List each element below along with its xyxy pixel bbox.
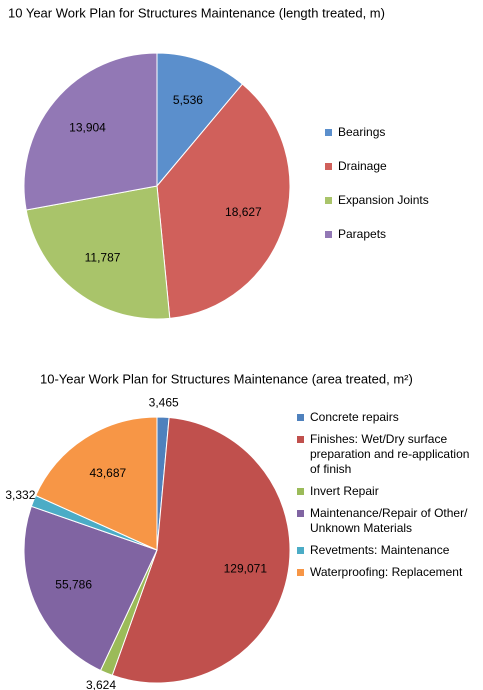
- legend-item: Waterproofing: Replacement: [297, 565, 477, 580]
- legend-swatch: [325, 129, 332, 136]
- pie-slice: [23, 505, 158, 672]
- legend-label: Parapets: [338, 227, 387, 241]
- pie-slice: [156, 52, 244, 188]
- legend-label: Expansion Joints: [338, 193, 429, 207]
- data-label: 3,624: [86, 678, 116, 690]
- legend-label: Invert Repair: [310, 484, 379, 498]
- pie-slice: [25, 185, 171, 320]
- legend-item: Revetments: Maintenance: [297, 543, 477, 558]
- data-label: 43,687: [90, 466, 127, 480]
- legend-swatch: [297, 414, 304, 421]
- legend-swatch: [297, 547, 304, 554]
- legend-swatch: [297, 436, 304, 443]
- legend-item: Maintenance/Repair of Other/ Unknown Mat…: [297, 506, 477, 536]
- pie-slice: [23, 52, 158, 211]
- data-label: 18,627: [225, 205, 262, 219]
- legend-label: Drainage: [338, 159, 387, 173]
- legend-swatch: [297, 488, 304, 495]
- legend-swatch: [325, 231, 332, 238]
- legend: Bearings Drainage Expansion Joints Parapets: [325, 125, 475, 261]
- data-label: 5,536: [173, 93, 203, 107]
- legend-item: Expansion Joints: [325, 193, 475, 208]
- legend-item: Bearings: [325, 125, 475, 140]
- data-label: 3,332: [5, 488, 35, 502]
- data-label: 13,904: [69, 120, 106, 134]
- legend-label: Revetments: Maintenance: [310, 543, 450, 557]
- legend-label: Finishes: Wet/Dry surface preparation an…: [310, 432, 470, 476]
- legend-label: Bearings: [338, 125, 386, 139]
- legend-item: Invert Repair: [297, 484, 477, 499]
- legend-label: Concrete repairs: [310, 410, 399, 424]
- legend-item: Concrete repairs: [297, 410, 477, 425]
- data-label: 11,787: [85, 250, 121, 264]
- chart-title: 10-Year Work Plan for Structures Mainten…: [40, 371, 413, 386]
- pie-slice: [156, 83, 291, 319]
- legend-swatch: [297, 569, 304, 576]
- legend-item: Drainage: [325, 159, 475, 174]
- pie-slice: [35, 416, 158, 551]
- data-label: 55,786: [55, 577, 92, 591]
- legend-swatch: [325, 197, 332, 204]
- chart-title: 10 Year Work Plan for Structures Mainten…: [8, 5, 385, 20]
- data-label: 129,071: [224, 562, 268, 576]
- data-label: 3,465: [149, 395, 179, 409]
- pie-slice: [111, 417, 291, 684]
- legend: Concrete repairs Finishes: Wet/Dry surfac…: [297, 410, 477, 587]
- legend-label: Maintenance/Repair of Other/ Unknown Mat…: [310, 506, 468, 535]
- legend-swatch: [297, 510, 304, 517]
- legend-item: Parapets: [325, 227, 475, 242]
- legend-label: Waterproofing: Replacement: [310, 565, 463, 579]
- legend-item: Finishes: Wet/Dry surface preparation an…: [297, 432, 477, 477]
- legend-swatch: [325, 163, 332, 170]
